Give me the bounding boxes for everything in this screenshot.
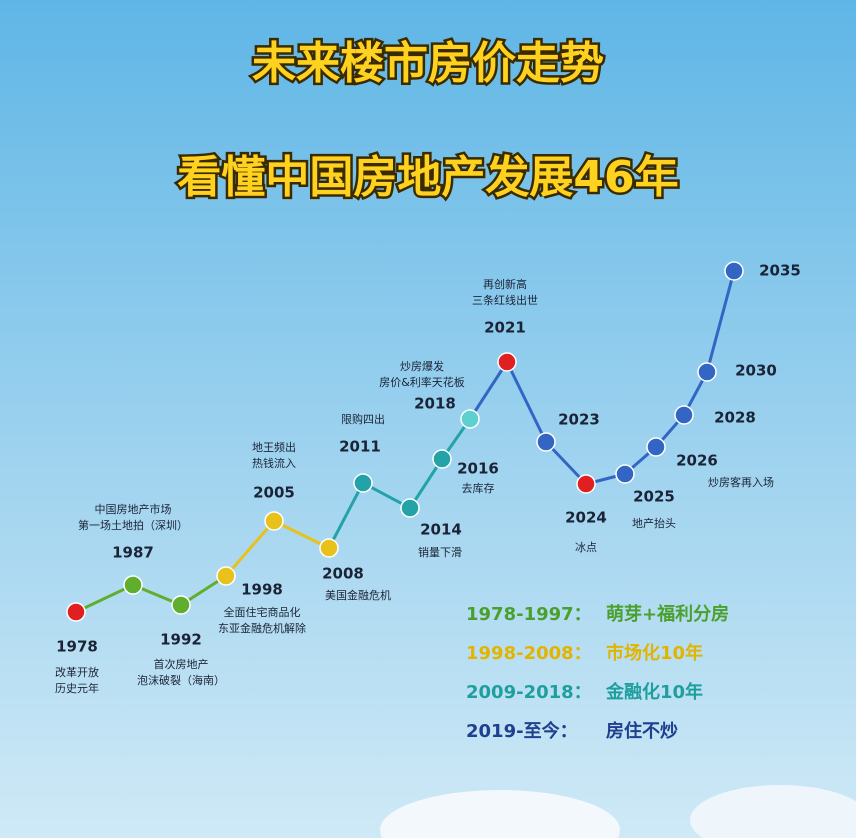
title: 未来楼市房价走势: [252, 38, 604, 89]
connector: [273, 519, 330, 550]
timeline-node: [646, 437, 666, 457]
note: 三条红线出世: [472, 293, 538, 307]
legend-period: 1978-1997：: [466, 604, 592, 625]
timeline-node: [264, 511, 284, 531]
timeline-node: [615, 464, 635, 484]
year-label: 1992: [160, 631, 202, 649]
year-label: 2016: [457, 460, 499, 478]
legend-desc: 萌芽+福利分房: [606, 603, 729, 625]
year-label: 2024: [565, 509, 607, 527]
year-label: 2025: [633, 488, 675, 506]
note: 改革开放: [55, 665, 99, 679]
note: 地王频出: [252, 440, 296, 454]
year-label: 1987: [112, 544, 154, 562]
connector: [327, 482, 365, 549]
timeline-node: [432, 449, 452, 469]
timeline-node: [460, 409, 480, 429]
timeline-node: [497, 352, 517, 372]
connectors: [75, 270, 736, 614]
note: 冰点: [575, 541, 597, 554]
year-label: 2035: [759, 262, 801, 280]
year-label: 2028: [714, 409, 756, 427]
note: 东亚金融危机解除: [218, 621, 306, 635]
year-label: 2008: [322, 565, 364, 583]
year-label: 1978: [56, 638, 98, 656]
note: 销量下滑: [418, 545, 462, 559]
legend-desc: 金融化10年: [605, 681, 703, 703]
year-label: 1998: [241, 581, 283, 599]
note: 去库存: [462, 481, 495, 495]
legend-desc: 市场化10年: [606, 642, 703, 664]
year-label: 2018: [414, 395, 456, 413]
year-label: 2014: [420, 521, 462, 539]
timeline-node: [697, 362, 717, 382]
note: 中国房地产市场: [95, 502, 172, 516]
note: 限购四出: [341, 412, 385, 426]
note: 历史元年: [55, 681, 99, 695]
timeline-node: [319, 538, 339, 558]
year-label: 2011: [339, 438, 381, 456]
timeline-node: [171, 595, 191, 615]
timeline-node: [724, 261, 744, 281]
note: 首次房地产: [154, 657, 209, 671]
timeline-node: [216, 566, 236, 586]
year-label: 2030: [735, 362, 777, 380]
note: 热钱流入: [252, 456, 296, 470]
year-label: 2005: [253, 484, 295, 502]
timeline-node: [536, 432, 556, 452]
year-label: 2023: [558, 411, 600, 429]
note: 炒房爆发: [400, 359, 444, 373]
subtitle: 看懂中国房地产发展46年: [177, 152, 678, 203]
year-label: 2026: [676, 452, 718, 470]
connector: [468, 361, 509, 420]
cloud: [380, 790, 620, 838]
timeline-node: [576, 474, 596, 494]
note: 地产抬头: [632, 516, 676, 530]
timeline-node: [674, 405, 694, 425]
timeline-node: [400, 498, 420, 518]
note: 泡沫破裂（海南）: [137, 673, 225, 687]
timeline-node: [123, 575, 143, 595]
note: 第一场土地拍（深圳）: [78, 518, 188, 532]
legend-period: 1998-2008：: [466, 643, 592, 664]
note: 房价&利率天花板: [379, 375, 465, 389]
legend-desc: 房住不炒: [606, 720, 678, 742]
connector: [408, 458, 444, 509]
timeline-node: [353, 473, 373, 493]
legend-period: 2019-至今：: [466, 720, 578, 742]
timeline-node: [66, 602, 86, 622]
legend-period: 2009-2018：: [466, 682, 592, 703]
note: 全面住宅商品化: [224, 605, 301, 619]
note: 炒房客再入场: [708, 475, 774, 489]
connector: [705, 270, 736, 373]
note: 美国金融危机: [325, 588, 391, 602]
connector: [505, 361, 548, 443]
connector: [224, 520, 276, 577]
connector: [75, 583, 134, 614]
cloud: [690, 785, 856, 838]
note: 再创新高: [483, 277, 527, 291]
year-label: 2021: [484, 319, 526, 337]
